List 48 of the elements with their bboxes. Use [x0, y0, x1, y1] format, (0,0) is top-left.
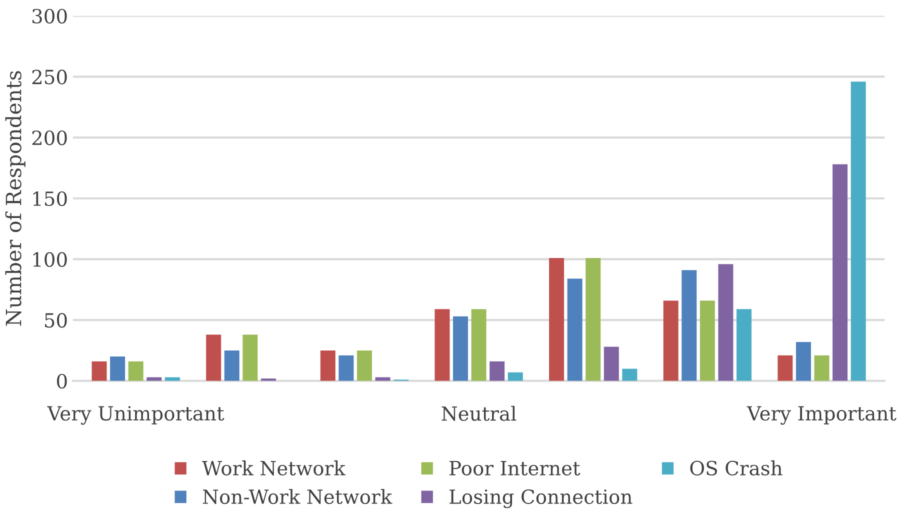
bar [338, 355, 354, 381]
y-tick-label: 200 [32, 130, 67, 146]
bar [796, 342, 811, 381]
bar [110, 356, 126, 381]
bar [586, 258, 601, 381]
legend-label: Work Network [202, 460, 346, 476]
y-tick-label: 250 [32, 70, 67, 84]
bar [814, 355, 830, 381]
legend-label: Poor Internet [450, 461, 580, 476]
y-tick-label: 100 [33, 252, 67, 267]
bar [567, 278, 582, 381]
bar [224, 350, 240, 381]
bar [850, 82, 866, 381]
y-tick-label: 300 [32, 8, 67, 24]
bar [490, 361, 505, 381]
x-tick-label: Very Important [746, 406, 896, 425]
bar [700, 300, 715, 381]
bar [92, 361, 107, 381]
bar [242, 334, 258, 381]
y-tick-label: 50 [45, 313, 67, 328]
y-tick-label: 150 [33, 191, 67, 206]
bar [146, 377, 162, 381]
bar [320, 350, 336, 381]
bar [778, 355, 793, 381]
bar [718, 264, 734, 381]
bar [604, 346, 619, 381]
bar [453, 316, 468, 381]
legend-label: Non-Work Network [202, 488, 392, 504]
bar [356, 350, 372, 381]
bar [471, 309, 486, 381]
bar [508, 372, 523, 381]
legend-label: Losing Connection [450, 489, 632, 508]
bar [549, 258, 564, 381]
bar [622, 368, 638, 381]
bar [682, 270, 697, 381]
y-tick-label: 0 [57, 374, 67, 389]
legend-label: OS Crash [690, 460, 782, 476]
bar [832, 164, 848, 381]
x-tick-label: Very Unimportant [47, 406, 224, 425]
bar [128, 361, 144, 381]
y-axis-title: Number of Respondents [5, 71, 26, 326]
bar [434, 309, 450, 381]
x-tick-label: Neutral [442, 406, 516, 421]
bar [736, 309, 752, 381]
bar [206, 334, 222, 381]
bar [164, 377, 180, 381]
bar [375, 377, 390, 381]
bar [663, 300, 678, 381]
